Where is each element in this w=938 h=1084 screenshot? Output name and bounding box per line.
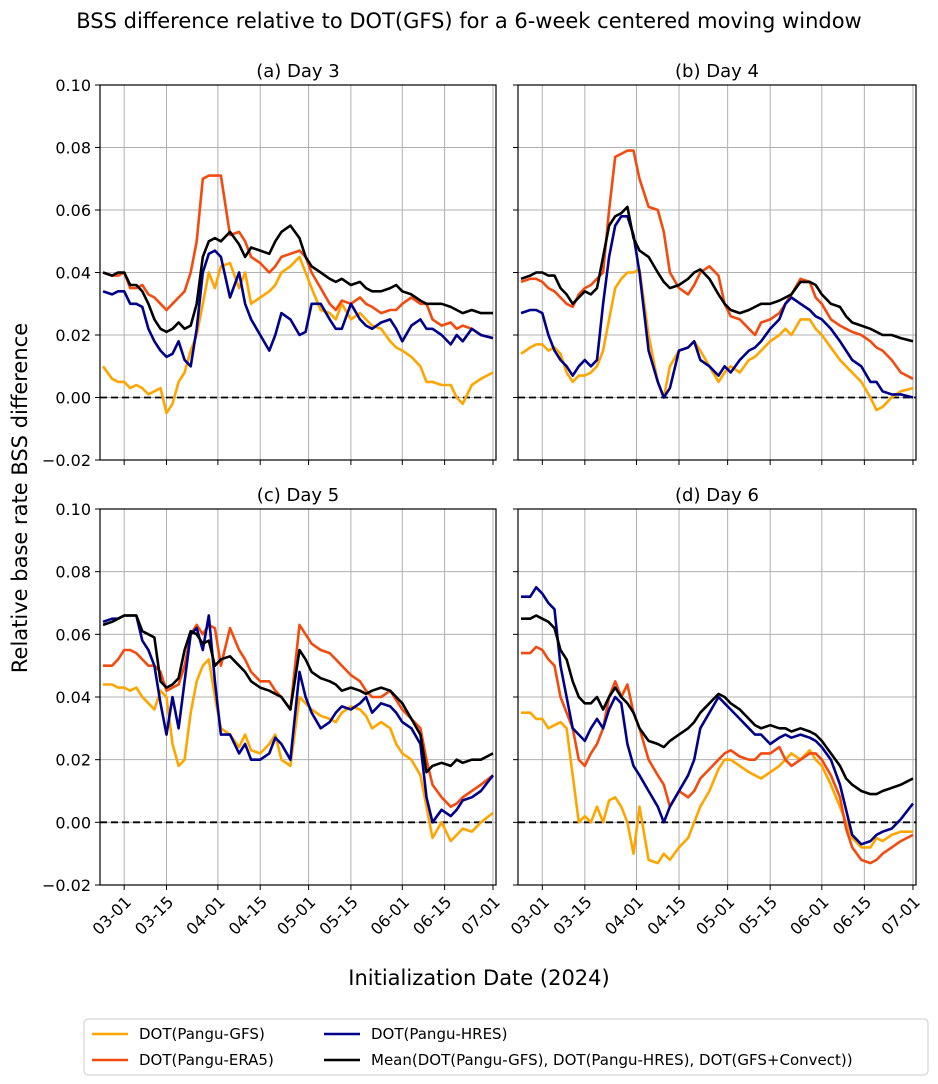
x-axis-label: Initialization Date (2024)	[348, 966, 609, 990]
series-line-dot-pangu-hres	[102, 614, 495, 824]
y-tick-label: 0.04	[55, 264, 91, 283]
y-tick-label: 0.08	[55, 563, 91, 582]
series-line-dot-pangu-gfs	[520, 268, 914, 412]
x-tick-label: 05-15	[735, 892, 781, 938]
y-tick-label: 0.06	[55, 201, 91, 220]
series-line-dot-pangu-hres	[102, 249, 494, 368]
x-tick-label: 04-01	[182, 892, 228, 938]
y-tick-label: 0.02	[55, 751, 91, 770]
legend-label-dot-pangu-hres: DOT(Pangu-HRES)	[371, 1025, 507, 1043]
y-tick-label: 0.04	[55, 688, 91, 707]
legend-label-mean-dot-pangu-gfs-dot-pangu-hres-dot-gfs-convect: Mean(DOT(Pangu-GFS), DOT(Pangu-HRES), DO…	[371, 1051, 853, 1069]
x-tick-label: 04-15	[644, 892, 690, 938]
x-tick-label: 05-15	[315, 892, 361, 938]
series-line-dot-pangu-gfs	[521, 711, 913, 865]
series-line-dot-pangu-era5	[102, 174, 494, 340]
series-line-mean	[520, 205, 914, 343]
legend-frame	[83, 1018, 929, 1076]
y-tick-label: 0.00	[55, 389, 91, 408]
series-line-mean	[521, 614, 914, 796]
y-tick-label: 0.02	[55, 326, 91, 345]
y-tick-label: −0.02	[42, 451, 91, 470]
x-tick-label: 04-01	[601, 892, 647, 938]
x-tick-label: 04-15	[225, 892, 271, 938]
series-line-mean	[102, 224, 493, 334]
series-line-dot-pangu-era5	[521, 645, 914, 865]
y-axis-label: Relative base rate BSS difference	[8, 323, 32, 673]
panel-title: (c) Day 5	[257, 485, 339, 506]
panels-group: −0.02 0.00 0.02 0.04 0.06 0.08 0.10 (a) Day 3 (b…	[42, 61, 924, 939]
y-tick-label: −0.02	[42, 876, 91, 895]
x-tick-label: 06-15	[409, 892, 455, 938]
x-tick-label: 05-01	[273, 892, 319, 938]
x-tick-label: 07-01	[457, 892, 503, 938]
y-tick-label: 0.06	[55, 625, 91, 644]
panel-title: (b) Day 4	[675, 61, 759, 82]
y-tick-label: 0.10	[55, 76, 91, 95]
y-tick-label: 0.08	[55, 139, 91, 158]
panel-1: −0.02 0.00 0.02 0.04 0.06 0.08 0.10 (a) Day 3	[42, 61, 497, 470]
x-tick-label: 03-01	[89, 892, 135, 938]
legend-label-dot-pangu-era5: DOT(Pangu-ERA5)	[139, 1051, 274, 1069]
series-line-mean	[102, 614, 494, 774]
x-tick-label: 07-01	[877, 892, 923, 938]
y-tick-label: 0.00	[55, 813, 91, 832]
x-tick-label: 03-15	[131, 892, 177, 938]
series-line-dot-pangu-hres	[520, 215, 914, 399]
x-tick-label: 06-15	[829, 892, 875, 938]
panel-2: (b) Day 4	[513, 61, 917, 465]
series-line-dot-pangu-gfs	[101, 255, 494, 415]
panel-title: (d) Day 6	[675, 485, 759, 506]
series-line-dot-pangu-hres	[521, 585, 915, 846]
legend-label-dot-pangu-gfs: DOT(Pangu-GFS)	[139, 1025, 265, 1043]
x-tick-label: 03-01	[507, 892, 553, 938]
figure-title: BSS difference relative to DOT(GFS) for …	[76, 9, 861, 33]
legend: DOT(Pangu-GFS) DOT(Pangu-ERA5) DOT(Pangu-H…	[83, 1018, 929, 1076]
x-tick-label: 06-01	[786, 892, 832, 938]
series-line-dot-pangu-era5	[520, 149, 914, 380]
x-tick-label: 03-15	[549, 892, 595, 938]
y-tick-label: 0.10	[55, 500, 91, 519]
x-tick-label: 05-01	[692, 892, 738, 938]
series-line-dot-pangu-gfs	[103, 658, 494, 843]
x-tick-label: 06-01	[367, 892, 413, 938]
panel-title: (a) Day 3	[256, 61, 340, 82]
